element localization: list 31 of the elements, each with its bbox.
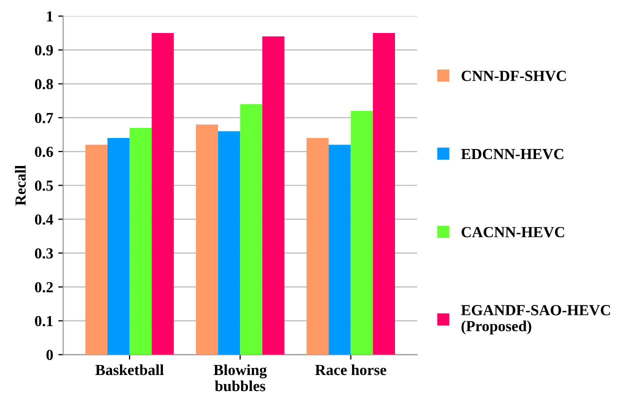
bar <box>328 144 351 355</box>
bar <box>152 33 174 355</box>
bar <box>372 33 395 355</box>
y-tick-label: 0.6 <box>34 146 54 158</box>
bar <box>262 36 284 355</box>
legend-label: EGANDF-SAO-HEVC (Proposed) <box>461 305 610 334</box>
bar <box>306 138 329 355</box>
y-tick-label: 0.3 <box>34 248 53 259</box>
y-tick-label: 0.8 <box>34 78 53 90</box>
y-tick-label: 0.5 <box>34 180 53 191</box>
y-axis-title: Recall <box>14 165 26 206</box>
bar <box>130 128 152 355</box>
x-tick-label: Basketball <box>95 364 164 376</box>
x-tick-label: Blowing bubbles <box>214 364 267 392</box>
bar <box>350 110 373 355</box>
y-tick-label: 0.4 <box>34 214 54 225</box>
y-tick-label: 0.7 <box>34 112 54 124</box>
bar <box>107 138 130 355</box>
legend-label: CACNN-HEVC <box>462 227 564 238</box>
bar <box>196 124 218 355</box>
bar <box>218 131 240 355</box>
bar <box>240 104 262 355</box>
y-tick-label: 0.1 <box>34 316 53 326</box>
x-tick-label: Race horse <box>315 364 386 376</box>
legend-label: EDCNN-HEVC <box>461 148 564 160</box>
y-tick-label: 0.9 <box>34 45 53 56</box>
y-tick-label: 1 <box>47 11 53 22</box>
bar <box>85 144 108 355</box>
legend-label: CNN-DF-SHVC <box>462 70 566 82</box>
y-tick-label: 0 <box>46 350 53 360</box>
y-tick-label: 0.2 <box>34 282 53 292</box>
